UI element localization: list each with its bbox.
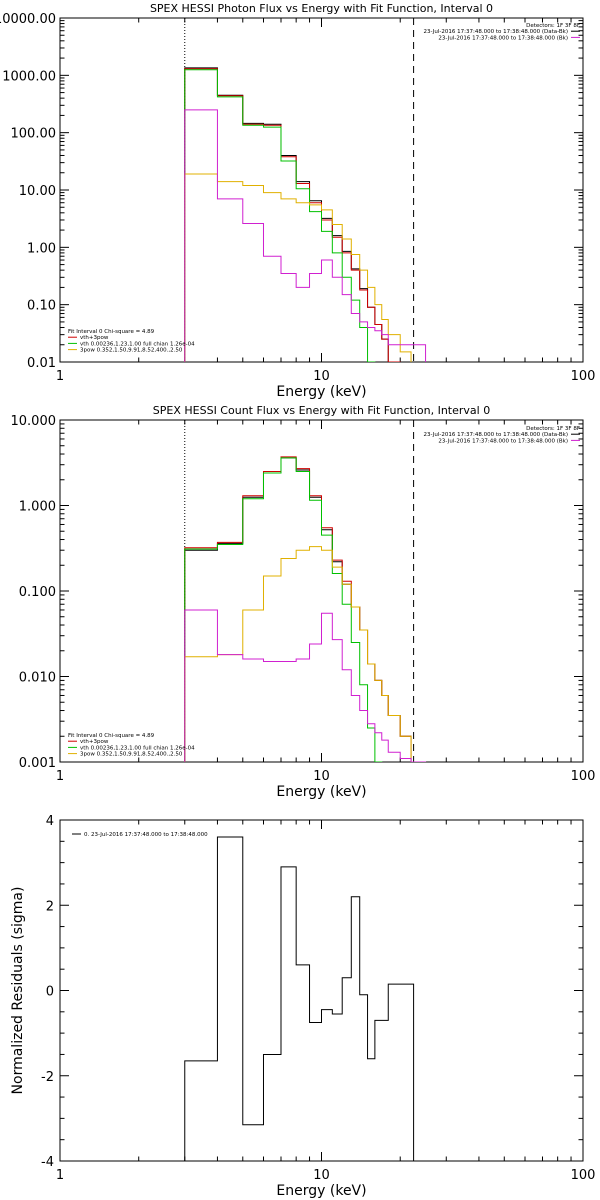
x-tick-label: 10	[313, 769, 330, 784]
data-area	[184, 836, 415, 1161]
y-tick-label: 0.010	[19, 671, 56, 686]
y-axis-label: Normalized Residuals (sigma)	[10, 887, 26, 1095]
y-tick-label: 2	[46, 899, 54, 914]
legend-entry: Detectors: 1F 3F 8F	[526, 23, 580, 29]
y-tick-label: 1.000	[19, 500, 56, 515]
plot-frame	[59, 419, 584, 763]
y-tick-label: 0.001	[19, 756, 56, 771]
series-line-3	[184, 69, 376, 362]
y-tick-label: 10000.00	[0, 12, 56, 27]
x-tick-label: 10	[313, 1168, 330, 1183]
series-line-1	[184, 67, 401, 362]
legend-entry: 23-Jul-2016 17:37:48.000 to 17:38:48.000…	[438, 438, 568, 444]
plot-frame	[59, 17, 584, 363]
y-tick-label: 0.10	[27, 299, 56, 314]
legend-entry: vth+3pow	[80, 739, 109, 745]
data-area	[184, 456, 427, 762]
legend-entry: 3pow 0.352,1.50,9.91,8.52,400.,2.50	[80, 752, 183, 758]
y-tick-label: 10.000	[11, 414, 57, 429]
plot-frame	[59, 819, 584, 1162]
x-tick-label: 10	[313, 369, 330, 384]
y-tick-label: 1000.00	[2, 69, 56, 84]
data-area	[184, 67, 427, 362]
series-line-2	[184, 456, 412, 762]
x-tick-label: 100	[571, 769, 596, 784]
x-tick-label: 1	[56, 1168, 64, 1183]
legend-entry: 23-Jul-2016 17:37:48.000 to 17:38:48.000…	[438, 35, 568, 41]
legend-entry: 23-Jul-2016 17:37:48.000 to 17:38:48.000…	[424, 432, 569, 438]
series-line-5	[184, 109, 427, 362]
y-tick-label: 0	[46, 985, 54, 1000]
series-line-1	[184, 457, 412, 762]
series-line-2	[184, 68, 401, 362]
y-tick-label: -4	[41, 1155, 54, 1170]
chart-title: SPEX HESSI Count Flux vs Energy with Fit…	[153, 404, 490, 417]
series-line-1	[184, 836, 415, 1161]
legend-entry: 3pow 0.352,1.50,9.91,8.52,400.,2.50	[80, 348, 183, 354]
legend-entry: Fit Interval 0 Chi-square = 4.89	[68, 329, 155, 335]
series-line-5	[184, 609, 427, 762]
x-tick-label: 100	[571, 1168, 596, 1183]
chart-panel-1: SPEX HESSI Photon Flux vs Energy with Fi…	[0, 2, 595, 400]
legend-entry: vth 0.00236,1.23,1.00 full chian 1.26e-0…	[80, 341, 195, 347]
chart-title: SPEX HESSI Photon Flux vs Energy with Fi…	[150, 2, 493, 15]
x-tick-label: 1	[56, 769, 64, 784]
y-tick-label: 0.100	[19, 585, 56, 600]
x-axis-label: Energy (keV)	[276, 384, 366, 400]
x-axis-label: Energy (keV)	[276, 784, 366, 800]
series-line-4	[184, 173, 412, 362]
y-tick-label: 1.00	[27, 241, 56, 256]
y-tick-label: 4	[46, 814, 54, 829]
x-tick-label: 1	[56, 369, 64, 384]
legend-entry: vth+3pow	[80, 335, 109, 341]
legend-entry: vth 0.00236,1.23,1.00 full chian 1.26e-0…	[80, 745, 195, 751]
chart-panel-3: 1 10 100 Energy (keV) -4 -2 0 2 4 Normalized Resi…	[10, 814, 596, 1199]
chart-panel-2: SPEX HESSI Count Flux vs Energy with Fit…	[11, 404, 596, 800]
x-axis-label: Energy (keV)	[276, 1183, 366, 1199]
legend-entry: Detectors: 1F 3F 8F	[526, 426, 580, 432]
legend-entry: Fit Interval 0 Chi-square = 4.89	[68, 733, 155, 739]
y-tick-label: 0.01	[27, 356, 56, 371]
y-tick-label: 100.00	[11, 127, 57, 142]
y-tick-label: -2	[41, 1070, 54, 1085]
series-line-3	[184, 457, 383, 762]
y-tick-label: 10.00	[19, 184, 56, 199]
series-line-4	[184, 546, 427, 762]
legend-entry: 23-Jul-2016 17:37:48.000 to 17:38:48.000…	[424, 29, 569, 35]
x-tick-label: 100	[571, 369, 596, 384]
legend-entry: 0. 23-Jul-2016 17:37:48.000 to 17:38:48.…	[84, 832, 208, 838]
